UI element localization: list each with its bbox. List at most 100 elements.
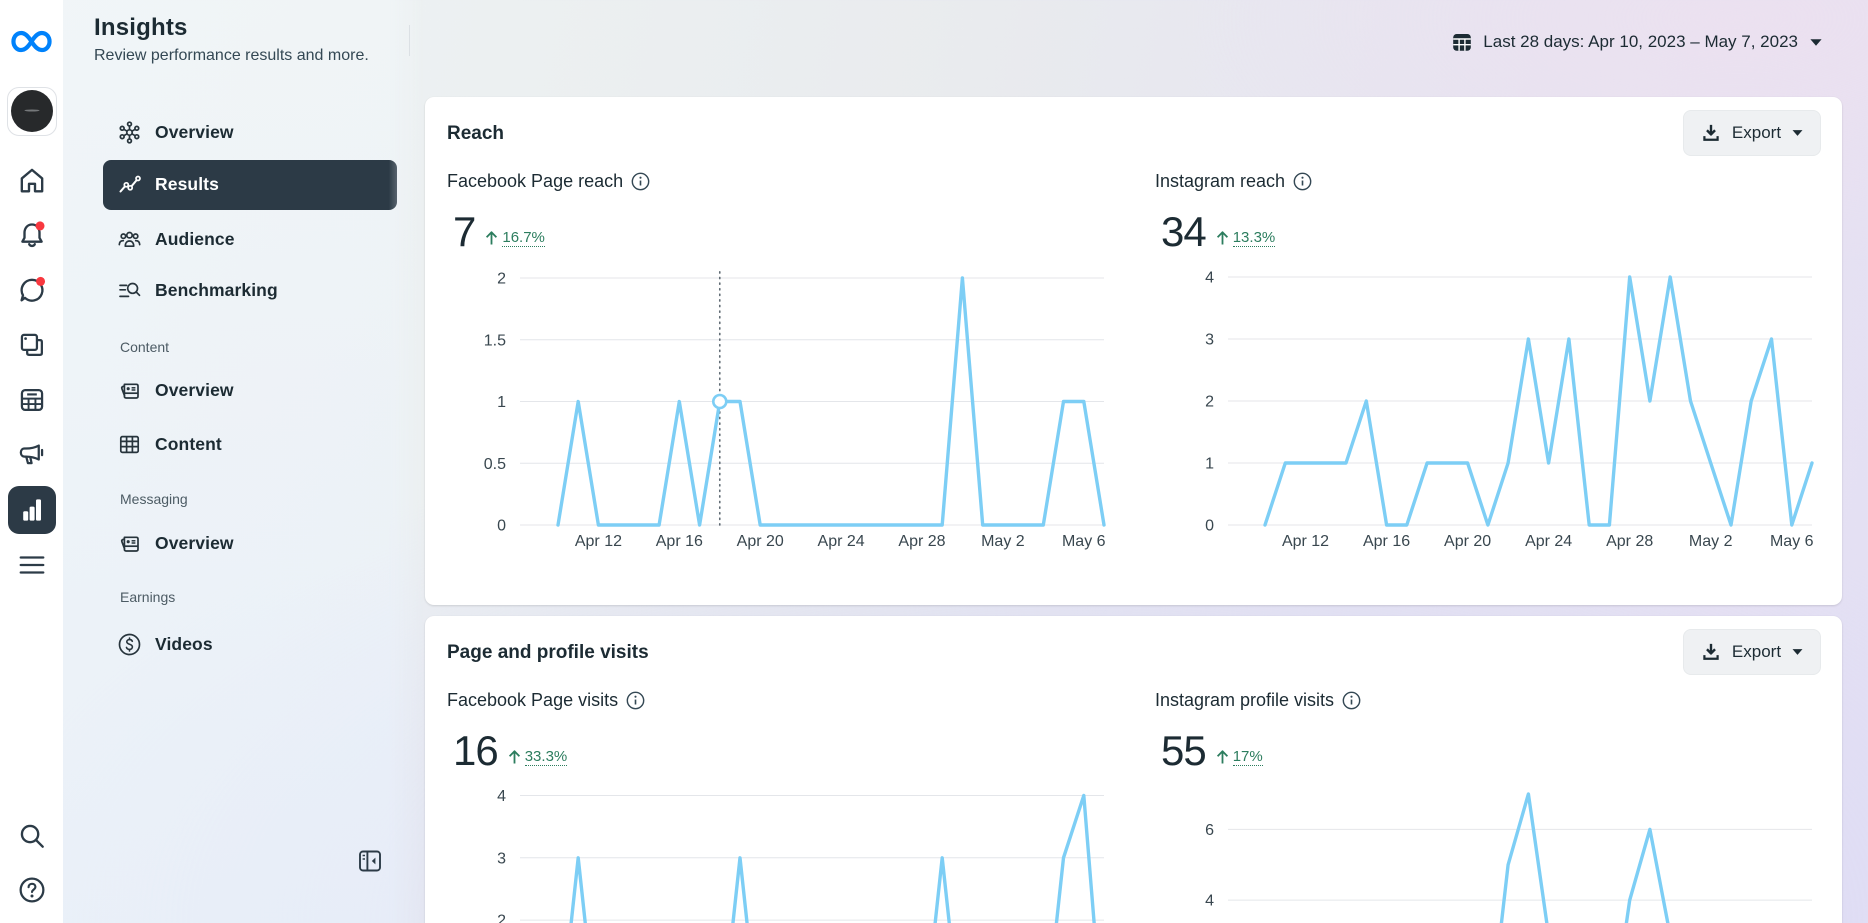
results-icon <box>119 175 141 193</box>
metric-title-text: Facebook Page reach <box>447 171 624 191</box>
app-rail <box>0 0 63 923</box>
sidebar-item-label: Content <box>155 434 222 454</box>
message-badge <box>35 276 45 286</box>
sidebar-section-content: Content <box>120 339 170 355</box>
metric-title-text: Facebook Page visits <box>447 690 619 710</box>
insights-bar-chart-icon <box>22 499 41 521</box>
audience-icon <box>118 231 141 248</box>
sidebar-item-overview-messaging[interactable]: Overview <box>103 519 397 569</box>
date-range-selector[interactable]: Last 28 days: Apr 10, 2023 – May 7, 2023 <box>1452 25 1823 59</box>
sidebar-item-label: Videos <box>155 634 213 654</box>
help-icon <box>19 877 44 903</box>
chevron-down-icon <box>1792 130 1803 136</box>
metric-change-pct: 13.3% <box>1232 229 1276 247</box>
sidebar-item-label: Overview <box>155 533 234 553</box>
home-button[interactable] <box>0 167 63 195</box>
messages-icon <box>19 276 45 302</box>
ads-reporting-icon <box>20 389 43 411</box>
metric-title-text: Instagram profile visits <box>1155 690 1335 710</box>
export-label: Export <box>1731 642 1782 661</box>
search-button[interactable] <box>0 822 63 850</box>
notification-badge <box>35 221 45 231</box>
sidebar-item-label: Overview <box>155 380 234 400</box>
sidebar-item-label: Benchmarking <box>155 280 278 300</box>
post-overview-icon <box>120 536 139 552</box>
sidebar-item-label: Results <box>155 174 219 194</box>
metric-title: Facebook Page visits <box>447 690 645 711</box>
metric-change[interactable]: 17% <box>1215 748 1263 766</box>
info-icon[interactable] <box>631 172 650 191</box>
metric-change-pct: 33.3% <box>524 748 568 766</box>
menu-icon <box>19 556 44 574</box>
download-icon <box>1703 643 1719 660</box>
sidebar-item-videos-earnings[interactable]: Videos <box>103 620 397 670</box>
metric-title-text: Instagram reach <box>1155 171 1286 191</box>
post-overview-icon <box>120 383 139 399</box>
ads-button[interactable] <box>0 441 63 469</box>
sidebar-item-overview-content[interactable]: Overview <box>103 366 397 416</box>
up-arrow-icon <box>486 231 498 245</box>
reach-card-title: Reach <box>447 123 505 144</box>
info-icon[interactable] <box>626 691 645 710</box>
profile-avatar[interactable] <box>0 86 63 136</box>
help-button[interactable] <box>0 876 63 904</box>
sidebar-section-earnings: Earnings <box>120 589 176 605</box>
page-subtitle: Review performance results and more. <box>94 47 369 64</box>
chevron-down-icon <box>1792 649 1803 655</box>
calendar-icon <box>1453 34 1472 51</box>
metric-value: 16 <box>453 727 499 774</box>
avatar-frame <box>6 86 57 136</box>
sidebar-item-audience[interactable]: Audience <box>103 215 397 265</box>
download-icon <box>1703 124 1719 141</box>
insights-tile <box>7 486 56 534</box>
ads-reporting-button[interactable] <box>0 386 63 414</box>
collapse-sidebar-button[interactable] <box>358 849 382 873</box>
pages-button[interactable] <box>0 331 63 359</box>
search-icon <box>20 824 44 848</box>
header-divider <box>409 25 410 56</box>
insights-sidebar: Insights Review performance results and … <box>63 0 425 923</box>
menu-button[interactable] <box>0 551 63 579</box>
sidebar-section-messaging: Messaging <box>120 491 188 507</box>
content-table-icon <box>119 435 140 454</box>
metric-change-pct: 17% <box>1232 748 1263 766</box>
up-arrow-icon <box>1216 231 1228 245</box>
collapse-sidebar-icon <box>359 850 381 872</box>
metric-value: 34 <box>1161 208 1207 255</box>
page-title: Insights <box>94 14 188 41</box>
metric-title: Instagram reach <box>1155 171 1312 192</box>
export-button-visits[interactable]: Export <box>1683 629 1821 675</box>
overview-icon <box>119 121 140 144</box>
insights-button-active[interactable] <box>0 486 63 534</box>
metric-title: Facebook Page reach <box>447 171 650 192</box>
info-icon[interactable] <box>1293 172 1312 191</box>
sidebar-item-overview[interactable]: Overview <box>103 108 397 158</box>
visits-card: Page and profile visits Export <box>425 616 1842 923</box>
metric-change[interactable]: 33.3% <box>507 748 568 766</box>
sidebar-item-label: Overview <box>155 122 234 142</box>
export-button-reach[interactable]: Export <box>1683 110 1821 156</box>
messages-button[interactable] <box>0 276 63 304</box>
metric-change[interactable]: 13.3% <box>1215 229 1276 247</box>
meta-logo-icon <box>11 30 52 52</box>
benchmarking-icon <box>119 282 141 298</box>
pages-icon <box>20 333 43 356</box>
up-arrow-icon <box>1216 750 1228 764</box>
sidebar-item-content-content[interactable]: Content <box>103 420 397 470</box>
info-icon[interactable] <box>1342 691 1361 710</box>
notifications-icon <box>20 221 45 248</box>
sidebar-item-benchmarking[interactable]: Benchmarking <box>103 266 397 316</box>
notifications-button[interactable] <box>0 221 63 249</box>
megaphone-icon <box>19 444 43 465</box>
export-label: Export <box>1731 123 1782 142</box>
sidebar-item-label: Audience <box>155 229 235 249</box>
chevron-down-icon <box>1810 38 1822 46</box>
meta-logo[interactable] <box>0 27 63 55</box>
earnings-dollar-icon <box>118 633 141 656</box>
metric-change[interactable]: 16.7% <box>484 229 545 247</box>
metric-value: 55 <box>1161 727 1207 774</box>
sidebar-item-results[interactable]: Results <box>103 159 397 210</box>
visits-card-title: Page and profile visits <box>447 642 649 663</box>
metric-change-pct: 16.7% <box>502 229 545 247</box>
metric-value: 7 <box>453 208 476 255</box>
